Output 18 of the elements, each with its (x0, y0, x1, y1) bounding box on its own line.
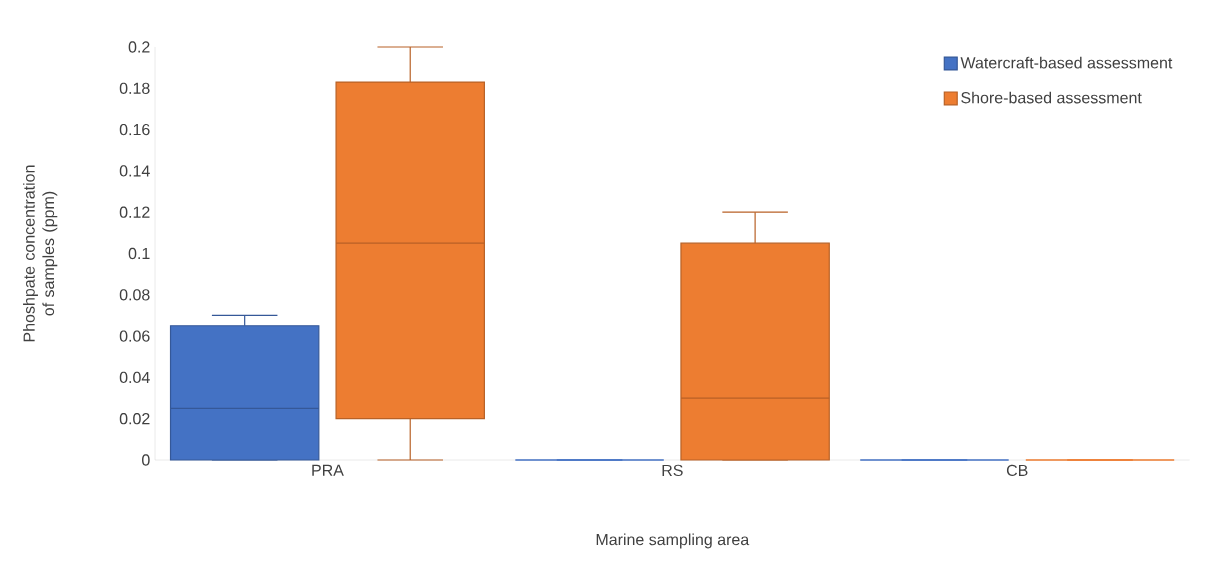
legend-label: Shore-based assessment (961, 91, 1142, 104)
y-tick-label: 0.06 (119, 330, 150, 342)
x-tick-label: PRA (312, 464, 344, 476)
y-tick-label: 0.1 (128, 247, 150, 260)
y-tick-label: 0.14 (119, 165, 150, 177)
y-axis-title: Phoshpate concentration of samples (ppm) (23, 165, 58, 342)
y-tick-label: 0.02 (119, 413, 150, 425)
x-tick-label: CB (1006, 464, 1028, 477)
x-tick-label: RS (662, 464, 683, 477)
y-tick-label: 0 (142, 454, 150, 466)
y-tick-label: 0.18 (119, 82, 150, 94)
y-tick-label: 0.04 (119, 371, 150, 384)
y-tick-label: 0.2 (128, 41, 150, 53)
x-axis-title: Marine sampling area (596, 533, 750, 549)
y-tick-label: 0.08 (119, 289, 150, 301)
legend-label: Watercraft-based assessment (960, 56, 1173, 69)
y-tick-label: 0.12 (119, 206, 150, 218)
y-tick-label: 0.16 (119, 123, 150, 136)
